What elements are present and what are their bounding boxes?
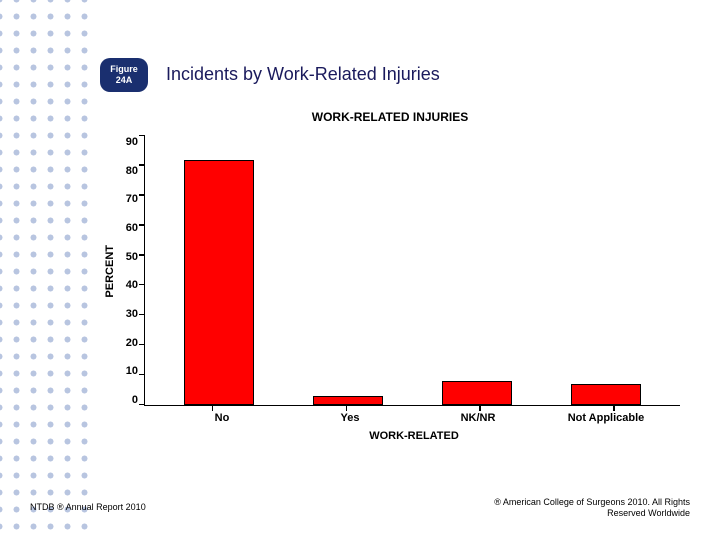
decorative-dots bbox=[0, 0, 88, 540]
bar bbox=[442, 381, 512, 405]
x-tick: Yes bbox=[305, 412, 395, 424]
y-tickmark bbox=[139, 224, 145, 226]
footer-left: NTDB ® Annual Report 2010 bbox=[30, 502, 146, 512]
y-ticks: 90 80 70 60 50 40 30 20 10 0 bbox=[116, 136, 144, 406]
y-tick: 80 bbox=[126, 165, 138, 177]
footer-right: ® American College of Surgeons 2010. All… bbox=[470, 497, 690, 520]
y-tickmark bbox=[139, 374, 145, 376]
bar bbox=[313, 396, 383, 405]
y-axis-label: PERCENT bbox=[100, 245, 116, 298]
y-tickmark bbox=[139, 284, 145, 286]
y-tick: 30 bbox=[126, 308, 138, 320]
y-tick: 60 bbox=[126, 222, 138, 234]
header: Figure 24A Incidents by Work-Related Inj… bbox=[100, 58, 440, 92]
y-tickmark bbox=[139, 404, 145, 406]
x-tick: Not Applicable bbox=[561, 412, 651, 424]
chart: WORK-RELATED INJURIES PERCENT 90 80 70 60 50… bbox=[100, 110, 680, 460]
x-axis-label: WORK-RELATED bbox=[148, 430, 680, 442]
x-tickmark bbox=[212, 405, 214, 411]
y-tick: 50 bbox=[126, 251, 138, 263]
x-tickmark bbox=[613, 405, 615, 411]
figure-badge-line1: Figure bbox=[110, 64, 138, 75]
bar bbox=[184, 160, 254, 405]
plot-wrap: PERCENT 90 80 70 60 50 40 30 20 10 0 bbox=[100, 136, 680, 406]
x-tickmark bbox=[479, 405, 481, 411]
chart-title: WORK-RELATED INJURIES bbox=[100, 110, 680, 124]
y-tickmark bbox=[139, 135, 145, 137]
y-tick: 0 bbox=[132, 394, 138, 406]
x-tick: NK/NR bbox=[433, 412, 523, 424]
figure-badge-line2: 24A bbox=[110, 75, 138, 86]
bar bbox=[571, 384, 641, 405]
y-tick: 20 bbox=[126, 337, 138, 349]
y-tickmark bbox=[139, 314, 145, 316]
x-tickmark bbox=[346, 405, 348, 411]
x-tick: No bbox=[177, 412, 267, 424]
plot-area bbox=[144, 136, 680, 406]
x-ticks: No Yes NK/NR Not Applicable bbox=[148, 406, 680, 424]
y-tick: 40 bbox=[126, 279, 138, 291]
y-tickmark bbox=[139, 344, 145, 346]
y-tickmark bbox=[139, 194, 145, 196]
y-tick: 10 bbox=[126, 365, 138, 377]
y-tickmark bbox=[139, 254, 145, 256]
y-tick: 90 bbox=[126, 136, 138, 148]
y-tickmark bbox=[139, 164, 145, 166]
y-tick: 70 bbox=[126, 193, 138, 205]
page-title: Incidents by Work-Related Injuries bbox=[166, 64, 440, 85]
figure-badge: Figure 24A bbox=[100, 58, 148, 92]
